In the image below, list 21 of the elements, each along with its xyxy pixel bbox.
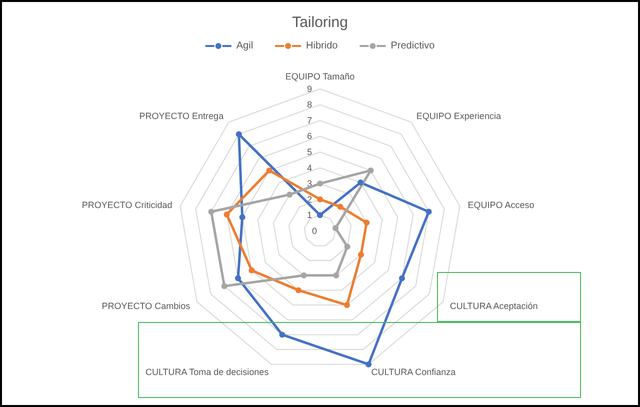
spoke-label: PROYECTO Criticidad xyxy=(82,200,172,210)
y-tick-label: 8 xyxy=(306,100,312,110)
spoke-label: PROYECTO Entrega xyxy=(139,110,224,121)
y-tick-label: 1 xyxy=(306,210,312,220)
y-tick-label: 6 xyxy=(306,131,312,142)
spoke-label: EQUIPO Experiencia xyxy=(416,110,501,121)
spoke-label: PROYECTO Cambios xyxy=(102,300,191,311)
y-tick-label: 5 xyxy=(306,147,312,158)
spoke-label: EQUIPO Acceso xyxy=(468,200,534,210)
spoke-label: CULTURA Toma de decisiones xyxy=(145,366,270,377)
legend-label: Agil xyxy=(236,40,254,52)
legend-label: Predictivo xyxy=(390,40,436,52)
spoke-label: EQUIPO Tamaño xyxy=(285,71,355,82)
y-tick-label: 7 xyxy=(306,115,312,126)
y-tick-label: 0 xyxy=(312,226,317,236)
spoke-label: CULTURA Confianza xyxy=(371,366,456,377)
y-tick-label: 9 xyxy=(306,84,312,94)
y-tick-label: 4 xyxy=(306,162,312,173)
chart-title: Tailoring xyxy=(292,14,348,31)
spoke-label: CULTURA Aceptación xyxy=(450,300,538,311)
legend-label: Hibrido xyxy=(306,40,338,52)
